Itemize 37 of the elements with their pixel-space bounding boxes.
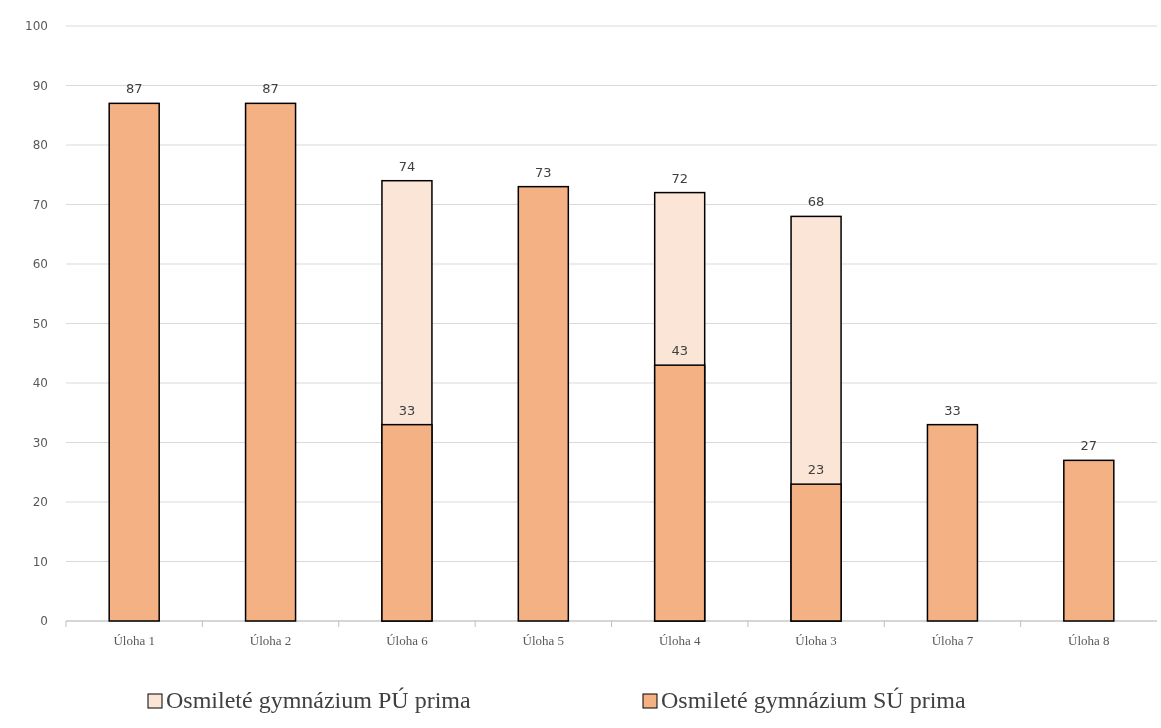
- bar: [1063, 459, 1115, 622]
- bar: [244, 102, 297, 622]
- y-tick-label: 0: [40, 614, 48, 628]
- y-tick-label: 70: [32, 197, 48, 212]
- data-label: 87: [262, 81, 279, 97]
- x-tick-label: Úloha 1: [113, 633, 155, 648]
- bar: [108, 102, 160, 622]
- y-tick-label: 30: [32, 435, 48, 450]
- data-label: 74: [398, 158, 416, 174]
- y-tick-label: 20: [32, 495, 48, 509]
- y-tick-label: 40: [32, 376, 48, 390]
- x-tick-label: Úloha 3: [795, 633, 837, 648]
- data-label: 73: [535, 164, 552, 180]
- y-tick-label: 100: [25, 19, 48, 33]
- x-tick-label: Úloha 7: [931, 633, 974, 648]
- data-label: 68: [807, 194, 825, 210]
- data-label: 33: [944, 402, 961, 418]
- data-label: 43: [671, 343, 688, 359]
- y-tick-label: 50: [32, 316, 48, 331]
- y-tick-label: 10: [32, 554, 48, 569]
- x-tick-label: Úloha 6: [386, 633, 429, 648]
- bar: [926, 423, 979, 622]
- y-tick-label: 80: [32, 138, 48, 152]
- legend-label: Osmileté gymnázium PÚ prima: [166, 687, 471, 713]
- x-tick-label: Úloha 2: [249, 633, 292, 648]
- y-tick-label: 60: [32, 257, 48, 271]
- x-tick-label: Úloha 4: [658, 633, 701, 648]
- y-tick-label: 90: [32, 78, 48, 93]
- data-label: 23: [807, 462, 825, 478]
- legend-label: Osmileté gymnázium SÚ prima: [661, 687, 966, 713]
- bar: [517, 185, 570, 622]
- data-label: 33: [398, 402, 416, 418]
- x-tick-label: Úloha 5: [522, 633, 565, 648]
- data-label: 87: [125, 81, 143, 97]
- data-label: 27: [1080, 438, 1098, 454]
- x-tick-label: Úloha 8: [1068, 633, 1110, 648]
- data-label: 72: [671, 170, 688, 186]
